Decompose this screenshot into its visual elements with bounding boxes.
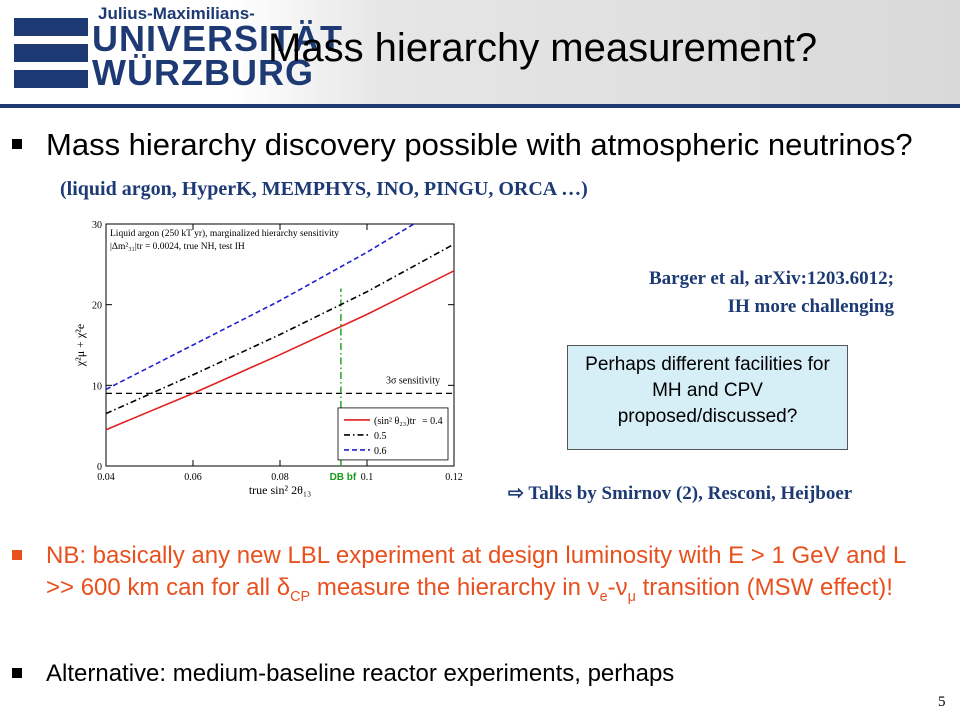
reference-line2: IH more challenging bbox=[727, 296, 894, 317]
legend-label-2: 0.6 bbox=[374, 446, 387, 457]
bullet-square-icon bbox=[12, 668, 22, 678]
nu-e-symbol: ν bbox=[587, 574, 600, 601]
annotation-line1: Liquid argon (250 kT yr), marginalized h… bbox=[110, 228, 339, 239]
legend-label-0: = 0.4 bbox=[422, 416, 443, 427]
university-logo-icon bbox=[14, 18, 88, 88]
x-axis-label: true sin² 2θ₁₃ bbox=[249, 483, 311, 497]
legend-title: (sin² θ₂₃)tr bbox=[374, 416, 416, 427]
logo-line2: WÜRZBURG bbox=[92, 52, 314, 93]
series-line-1 bbox=[106, 243, 454, 415]
talks-reference: ⇨ Talks by Smirnov (2), Resconi, Heijboe… bbox=[508, 483, 853, 504]
header-band: Julius-Maximilians- UNIVERSITÄT WÜRZBURG… bbox=[0, 0, 960, 108]
x-tick-label-2: 0.08 bbox=[271, 472, 289, 483]
x-tick-label-0: 0.04 bbox=[97, 472, 115, 483]
series-line-0 bbox=[106, 270, 454, 431]
y-tick-label-2: 20 bbox=[92, 301, 102, 312]
series-line-2 bbox=[106, 224, 416, 391]
sigma-label: 3σ sensitivity bbox=[386, 375, 440, 386]
y-tick-label-3: 30 bbox=[92, 220, 102, 231]
annotation-line2: |Δm²₃₁|tr = 0.0024, true NH, test IH bbox=[110, 242, 245, 252]
e-subscript: e bbox=[599, 588, 608, 605]
x-tick-label-1: 0.06 bbox=[184, 472, 202, 483]
slide-title: Mass hierarchy measurement? bbox=[268, 26, 818, 70]
nb-text-1: NB: basically any new LBL experiment at … bbox=[46, 542, 906, 601]
nb-text-2: measure the hierarchy in bbox=[310, 574, 588, 601]
facilities-note-box: Perhaps different facilities for MH and … bbox=[567, 345, 848, 450]
bullet-alternative: Alternative: medium-baseline reactor exp… bbox=[12, 658, 675, 690]
hierarchy-sensitivity-chart: 0.04 0.06 0.08 0.1 0.12 0 10 20 30 true sin² 2θ₁₃… bbox=[73, 220, 463, 497]
bullet-square-icon bbox=[12, 550, 22, 560]
legend-box bbox=[337, 407, 449, 461]
reference-line1: Barger et al, arXiv:1203.6012; bbox=[648, 268, 894, 289]
bullet-atmospheric-text: Mass hierarchy discovery possible with a… bbox=[46, 127, 913, 162]
dash: - bbox=[607, 574, 616, 601]
bullet-nb: NB: basically any new LBL experiment at … bbox=[12, 540, 926, 613]
bullet-square-icon bbox=[12, 139, 22, 149]
page-number: 5 bbox=[938, 694, 946, 710]
delta-symbol: δ bbox=[276, 574, 291, 601]
x-tick-label-3: 0.1 bbox=[361, 472, 374, 483]
logo-top-text: Julius-Maximilians- bbox=[98, 4, 255, 23]
logo-line1: UNIVERSITÄT bbox=[92, 18, 344, 59]
y-axis-label: χ²μ + χ²e bbox=[73, 324, 87, 367]
bullet-atmospheric: Mass hierarchy discovery possible with a… bbox=[12, 125, 946, 209]
db-label: DB bf bbox=[330, 472, 357, 483]
nb-text-3: transition (MSW effect)! bbox=[635, 574, 893, 601]
y-tick-label-1: 10 bbox=[92, 381, 102, 392]
x-tick-label-4: 0.12 bbox=[445, 472, 463, 483]
alternative-text: Alternative: medium-baseline reactor exp… bbox=[46, 660, 675, 687]
nu-mu-symbol: ν bbox=[615, 574, 628, 601]
y-tick-label-0: 0 bbox=[97, 462, 102, 473]
mu-subscript: μ bbox=[627, 588, 636, 605]
cp-subscript: CP bbox=[290, 588, 311, 605]
legend-label-1: 0.5 bbox=[374, 431, 387, 442]
experiments-list: (liquid argon, HyperK, MEMPHYS, INO, PIN… bbox=[60, 178, 588, 200]
